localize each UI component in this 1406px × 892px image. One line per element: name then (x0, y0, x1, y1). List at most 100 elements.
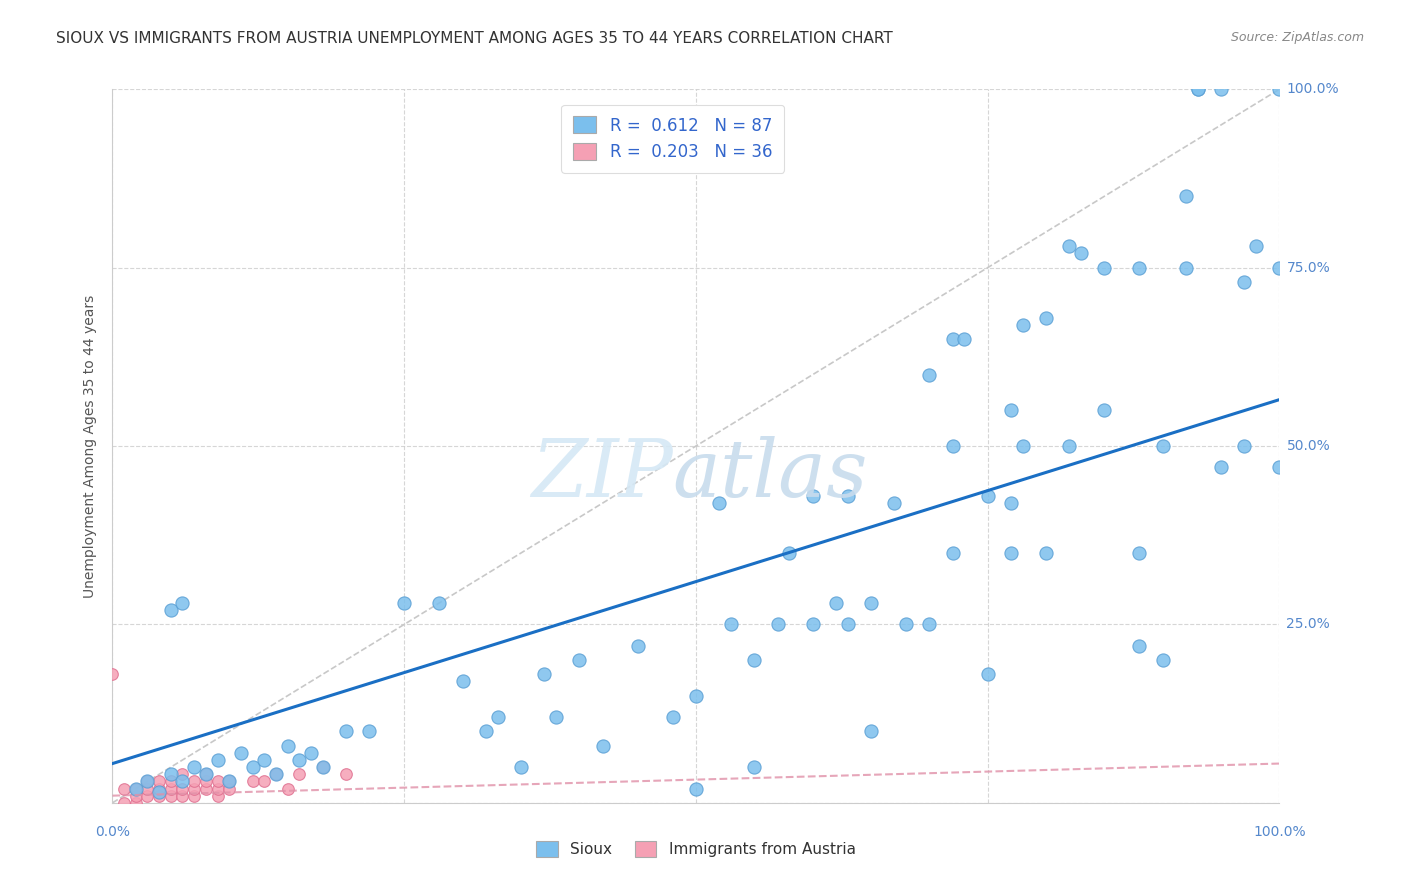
Point (101, 667, 124, 681)
Point (264, 767, 287, 781)
Point (288, 753, 311, 767)
Point (1187, 82, 1209, 96)
Point (253, 753, 276, 767)
Y-axis label: Unemployment Among Ages 35 to 44 years: Unemployment Among Ages 35 to 44 years (83, 294, 97, 598)
Point (311, 760, 333, 774)
Point (568, 653, 591, 667)
Point (112, 781, 135, 796)
Point (299, 746, 322, 760)
Text: 100.0%: 100.0% (1286, 82, 1339, 96)
Point (778, 546, 800, 560)
Point (148, 781, 170, 796)
Point (859, 596, 883, 610)
Point (1000, 496, 1022, 510)
Point (825, 596, 848, 610)
Point (1035, 310, 1057, 325)
Point (1000, 546, 1022, 560)
Point (136, 774, 159, 789)
Point (1092, 260, 1115, 275)
Point (160, 767, 183, 781)
Point (172, 596, 194, 610)
Point (288, 767, 311, 781)
Point (544, 710, 567, 724)
Point (742, 760, 765, 774)
Point (148, 789, 170, 803)
Point (1209, 82, 1232, 96)
Point (125, 781, 148, 796)
Point (533, 667, 555, 681)
Point (392, 596, 416, 610)
Point (592, 739, 614, 753)
Point (837, 489, 859, 503)
Point (1233, 275, 1256, 289)
Text: ZIP: ZIP (531, 436, 672, 513)
Point (207, 789, 229, 803)
Point (136, 774, 159, 789)
Point (1268, 460, 1291, 475)
Point (953, 332, 976, 346)
Point (720, 617, 742, 632)
Point (918, 617, 941, 632)
Point (486, 710, 509, 724)
Point (207, 781, 229, 796)
Point (766, 617, 789, 632)
Point (311, 760, 333, 774)
Point (1092, 403, 1115, 417)
Point (1128, 639, 1150, 653)
Point (276, 739, 298, 753)
Point (1268, 82, 1291, 96)
Point (918, 368, 941, 382)
Point (1152, 653, 1174, 667)
Text: 25.0%: 25.0% (1286, 617, 1330, 632)
Point (207, 774, 229, 789)
Point (148, 785, 170, 799)
Point (801, 489, 824, 503)
Point (218, 774, 240, 789)
Point (242, 774, 264, 789)
Point (172, 774, 194, 789)
Point (942, 332, 965, 346)
Point (125, 781, 148, 796)
Point (1187, 82, 1209, 96)
Point (801, 617, 824, 632)
Text: atlas: atlas (672, 436, 868, 513)
Point (229, 746, 252, 760)
Point (1011, 318, 1033, 332)
Point (1209, 460, 1232, 475)
Point (1128, 260, 1150, 275)
Point (136, 781, 159, 796)
Point (194, 781, 217, 796)
Point (1059, 239, 1081, 253)
Point (451, 674, 474, 689)
Point (837, 617, 859, 632)
Text: 75.0%: 75.0% (1286, 260, 1330, 275)
Point (160, 774, 183, 789)
Point (427, 596, 450, 610)
Point (685, 689, 707, 703)
Point (1035, 546, 1057, 560)
Point (1059, 439, 1081, 453)
Text: 50.0%: 50.0% (1286, 439, 1330, 453)
Point (976, 667, 998, 681)
Point (172, 767, 194, 781)
Point (194, 767, 217, 781)
Point (335, 767, 357, 781)
Point (194, 774, 217, 789)
Point (276, 781, 298, 796)
Point (942, 546, 965, 560)
Point (218, 774, 240, 789)
Point (183, 781, 205, 796)
Point (172, 789, 194, 803)
Point (883, 496, 905, 510)
Point (627, 639, 650, 653)
Point (1152, 439, 1174, 453)
Point (1244, 239, 1267, 253)
Point (160, 789, 183, 803)
Point (125, 796, 148, 810)
Point (1070, 246, 1092, 260)
Point (709, 496, 731, 510)
Point (742, 653, 765, 667)
Point (1175, 260, 1198, 275)
Point (1268, 260, 1291, 275)
Point (253, 774, 276, 789)
